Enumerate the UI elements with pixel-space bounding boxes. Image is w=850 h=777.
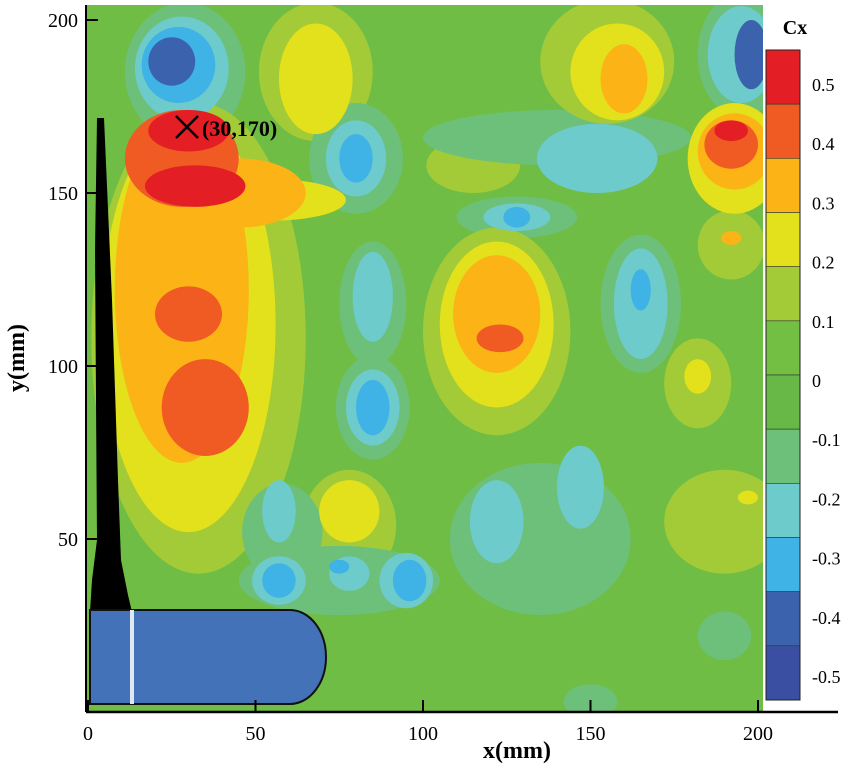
projectile-shape: [89, 609, 327, 705]
contour-region: [536, 123, 658, 193]
contour-region: [144, 165, 246, 207]
x-tick-label: 200: [743, 723, 773, 745]
contour-region: [469, 480, 524, 564]
y-tick-label: 50: [58, 529, 78, 551]
x-tick-label: 50: [246, 723, 266, 745]
colorbar-tick-label: -0.1: [812, 430, 841, 450]
colorbar-band: [765, 537, 801, 592]
colorbar-frame: [765, 49, 801, 701]
colorbar-tick-label: 0.1: [812, 312, 835, 332]
colorbar-band: [765, 320, 801, 376]
colorbar-band: [765, 266, 801, 322]
contour-region: [278, 23, 353, 135]
colorbar: 0.5 0.4 0.3 0.2 0.1 0 -0.1 -0.2 -0.3 -0.4 -0.5: [765, 49, 841, 701]
x-tick-label: 100: [408, 723, 438, 745]
contour-region: [392, 559, 427, 602]
colorbar-band: [765, 483, 801, 538]
contour-region: [352, 251, 393, 342]
x-tick-label: 0: [83, 723, 93, 745]
contour-region: [697, 611, 752, 661]
colorbar-tick-label: 0.3: [812, 193, 835, 213]
contour-region: [356, 379, 390, 436]
rod-shape: [90, 118, 132, 612]
colorbar-band: [765, 428, 801, 484]
x-ticks: 0 50 100 150 200: [83, 700, 773, 745]
colorbar-band: [765, 212, 801, 267]
contour-region: [453, 255, 541, 373]
annotation-marker: [175, 115, 199, 139]
contour-region: [148, 37, 196, 86]
annotation-label: (30,170): [202, 116, 277, 141]
contour-region: [684, 359, 712, 394]
y-ticks: 50 100 150 200: [48, 10, 98, 551]
colorbar-band: [765, 591, 801, 647]
y-tick-label: 200: [48, 10, 78, 32]
contour-region: [721, 231, 742, 245]
colorbar-title: Cx: [783, 17, 807, 39]
contour-region: [563, 684, 618, 712]
colorbar-band: [765, 49, 801, 105]
colorbar-tick-label: -0.3: [812, 549, 841, 569]
contour-region: [600, 44, 648, 114]
contour-region: [737, 490, 758, 505]
colorbar-tick-label: 0.5: [812, 75, 835, 95]
contour-region: [503, 206, 531, 228]
contour-region: [714, 120, 748, 142]
colorbar-tick-label: -0.2: [812, 489, 841, 509]
contour-region: [319, 480, 380, 543]
contour-region: [697, 210, 763, 280]
colorbar-tick-label: -0.5: [812, 667, 841, 687]
contour-region: [557, 445, 604, 529]
contour-region: [630, 269, 651, 311]
contour-region: [262, 480, 296, 543]
colorbar-tick-label: 0.4: [812, 134, 835, 154]
colorbar-band: [765, 103, 801, 159]
contour-region: [476, 324, 524, 353]
contour-region: [339, 134, 373, 183]
contour-region: [262, 563, 296, 598]
contour-region: [155, 286, 222, 342]
y-tick-label: 150: [48, 183, 78, 205]
y-axis-label: y(mm): [4, 324, 30, 392]
contour-region: [329, 559, 350, 574]
colorbar-band: [765, 158, 801, 213]
contour-region: [161, 359, 249, 456]
colorbar-tick-label: 0: [812, 371, 821, 391]
x-axis-label: x(mm): [483, 738, 551, 764]
x-tick-label: 150: [576, 723, 606, 745]
colorbar-tick-label: -0.4: [812, 608, 841, 628]
contour-region: [148, 109, 229, 152]
contour-region: [734, 20, 763, 90]
colorbar-tick-label: 0.2: [812, 253, 835, 273]
projectile-groove: [130, 610, 134, 704]
colorbar-band: [765, 645, 801, 701]
colorbar-band: [765, 374, 801, 430]
y-tick-label: 100: [48, 356, 78, 378]
contour-regions: [91, 5, 763, 712]
